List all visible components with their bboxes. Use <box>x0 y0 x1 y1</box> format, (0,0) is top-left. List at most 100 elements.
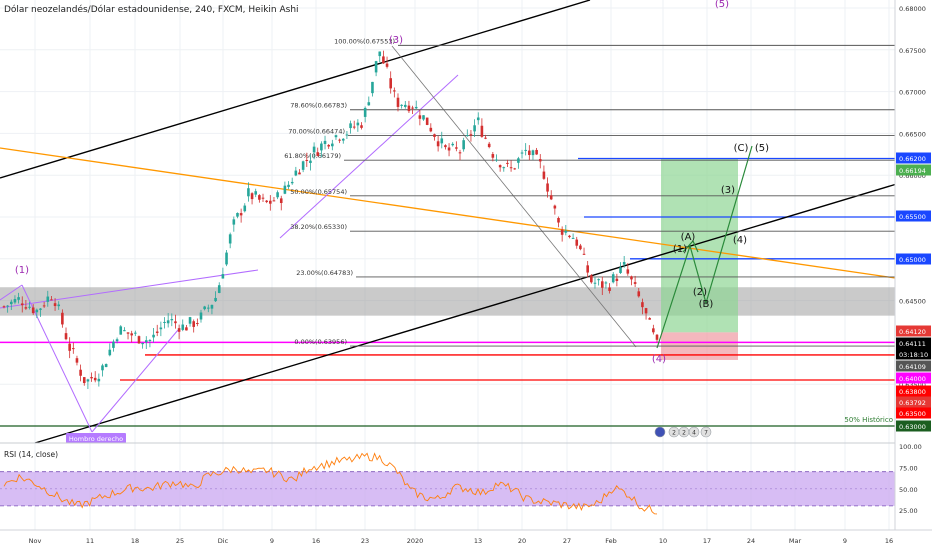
candle-body <box>418 115 422 119</box>
candle-body <box>272 200 276 202</box>
price-tick-label: 0.67000 <box>899 89 926 97</box>
candle-body <box>210 304 214 309</box>
fib-level-label: 61.80%(0.66179) <box>284 152 341 160</box>
candle-body <box>243 205 247 212</box>
news-icon <box>688 426 700 438</box>
candle-body <box>327 144 330 147</box>
candle-body <box>520 152 524 154</box>
candle-body <box>72 348 75 350</box>
candle-body <box>294 170 298 176</box>
price-badge <box>896 152 931 164</box>
price-badge <box>896 396 931 408</box>
price-badge <box>896 325 931 337</box>
shoulder-label: Hombro derecho <box>69 435 123 443</box>
candle-body <box>57 304 61 307</box>
candle-body <box>20 303 24 306</box>
wave-label: (5) <box>755 143 769 154</box>
candle-body <box>382 56 385 64</box>
time-tick-label: 24 <box>747 537 755 545</box>
candle-body <box>473 125 476 132</box>
candle-body <box>196 323 199 325</box>
wave-label: (B) <box>699 299 714 310</box>
candle-body <box>188 317 192 324</box>
time-tick-label: 16 <box>312 537 320 545</box>
candle-body <box>185 327 188 331</box>
news-icon: 2 <box>672 430 676 437</box>
price-badge-label: 0.63800 <box>899 388 926 396</box>
time-tick-label: 9 <box>843 537 847 545</box>
candle-body <box>360 125 363 128</box>
candle-body <box>469 134 473 136</box>
flag-icon: 7 <box>704 430 708 437</box>
candle-body <box>320 143 323 151</box>
time-tick-label: Dic <box>218 537 229 545</box>
purple-shoulder-b <box>91 329 179 433</box>
candle-body <box>356 122 360 126</box>
candle-body <box>6 305 9 307</box>
price-badge-label: 0.64000 <box>899 375 926 383</box>
rsi-tick-label: 75.00 <box>899 464 918 472</box>
candle-body <box>371 81 374 94</box>
price-tick-label: 0.64500 <box>899 298 926 306</box>
candle-body <box>24 307 28 309</box>
time-axis[interactable]: Nov 11 18 25 Dic 9 16 23 2020 13 20 27 Feb 10 17 24 Mar 9… <box>0 529 932 550</box>
candle-body <box>283 185 287 194</box>
candle-body <box>39 308 42 310</box>
candle-body <box>155 331 159 333</box>
candle-body <box>528 150 531 155</box>
news-icon: 2 <box>682 430 686 437</box>
candle-body <box>400 104 403 106</box>
candle-body <box>9 301 13 305</box>
candle-body <box>141 342 144 345</box>
news-icon <box>700 426 712 438</box>
candle-body <box>119 326 123 335</box>
candle-body <box>393 90 396 92</box>
candle-body <box>287 184 290 187</box>
candle-body <box>42 305 46 307</box>
candle-body <box>163 321 166 323</box>
historic-label: 50% Histórico <box>844 416 893 424</box>
candle-body <box>502 167 506 169</box>
candle-body <box>126 332 130 334</box>
candle-body <box>560 229 564 235</box>
price-tick-label: 0.68000 <box>899 5 926 13</box>
candle-body <box>192 321 195 327</box>
candle-body <box>374 61 378 73</box>
price-badge-label: 0.64109 <box>899 363 926 371</box>
candle-body <box>115 339 119 342</box>
price-tick-label: 0.66500 <box>899 130 926 138</box>
fib-level-label: 38.20%(0.65330) <box>290 223 347 231</box>
candle-body <box>159 327 163 330</box>
candle-body <box>331 143 334 147</box>
candle-body <box>597 279 600 281</box>
candle-body <box>644 308 648 314</box>
time-tick-label: Mar <box>789 537 802 545</box>
candle-body <box>166 320 170 324</box>
candle-body <box>349 123 352 129</box>
candle-body <box>79 369 82 376</box>
candle-body <box>90 376 93 379</box>
candle-body <box>487 143 491 148</box>
candle-body <box>61 312 64 325</box>
candle-body <box>626 269 630 274</box>
candle-body <box>655 334 659 340</box>
candle-body <box>130 333 133 336</box>
candle-body <box>254 191 258 195</box>
candle-body <box>403 104 407 107</box>
price-axis[interactable]: 0.68000 0.67500 0.67000 0.66500 0.66000 0.655… <box>894 0 932 530</box>
candle-body <box>637 291 641 297</box>
horizontal-levels <box>0 157 895 427</box>
candle-body <box>498 165 502 168</box>
candle-body <box>53 303 57 307</box>
trend-lower-channel <box>34 182 901 444</box>
candle-body <box>593 282 597 284</box>
wave-label: (4) <box>652 354 666 365</box>
wave-label: (A) <box>681 232 696 243</box>
candle-body <box>531 150 535 156</box>
candle-body <box>549 195 553 200</box>
candle-body <box>112 341 115 348</box>
candle-body <box>513 168 517 170</box>
candle-body <box>214 297 217 302</box>
candle-body <box>491 154 495 158</box>
